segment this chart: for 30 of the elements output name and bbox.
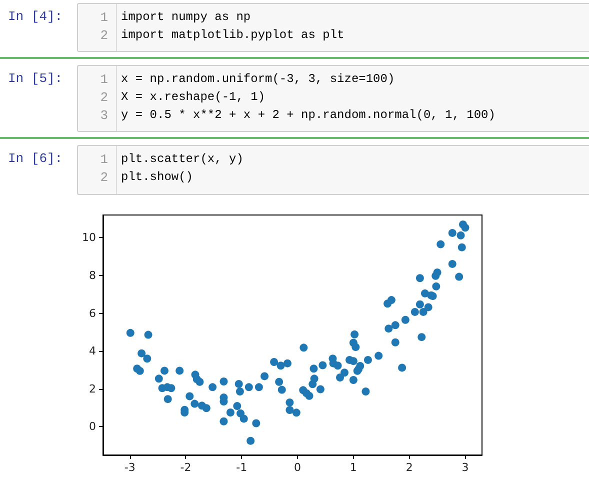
- text: plt.scatter(x, y): [121, 152, 244, 166]
- y-tick-label: 2: [89, 382, 96, 396]
- x-tick-label: 1: [350, 461, 357, 474]
- y-tick-label: 0: [89, 420, 96, 434]
- text: 2: [99, 90, 108, 105]
- text: X = x.reshape(-1, 1): [121, 90, 266, 104]
- x-tick-label: -2: [180, 461, 192, 474]
- x-tick-label: 0: [294, 461, 302, 474]
- text: x = np.random.uniform(-3, 3, size=100): [121, 72, 395, 86]
- text: 2: [99, 170, 108, 185]
- text: In [5]:: [8, 71, 63, 86]
- text: 1: [99, 72, 108, 87]
- text: In [4]:: [8, 9, 63, 24]
- text: import numpy as np: [121, 10, 251, 24]
- y-tick-label: 4: [89, 344, 96, 358]
- text: 1: [99, 10, 108, 25]
- y-tick-label: 6: [89, 306, 96, 320]
- y-tick-label: 8: [89, 268, 96, 282]
- text: y = 0.5 * x**2 + x + 2 + np.random.normal(0, 1, 100): [121, 108, 496, 122]
- x-tick-label: -1: [236, 461, 248, 474]
- text: import matplotlib.pyplot as plt: [121, 28, 344, 42]
- text: 1: [99, 152, 108, 167]
- y-tick-label: 10: [82, 231, 96, 244]
- text: In [6]:: [8, 151, 63, 166]
- x-tick-label: 3: [462, 461, 469, 474]
- text: plt.show(): [121, 170, 194, 184]
- x-tick-label: -3: [124, 461, 136, 474]
- text: 3: [99, 108, 108, 123]
- text: 2: [99, 28, 108, 43]
- x-tick-label: 2: [406, 461, 413, 474]
